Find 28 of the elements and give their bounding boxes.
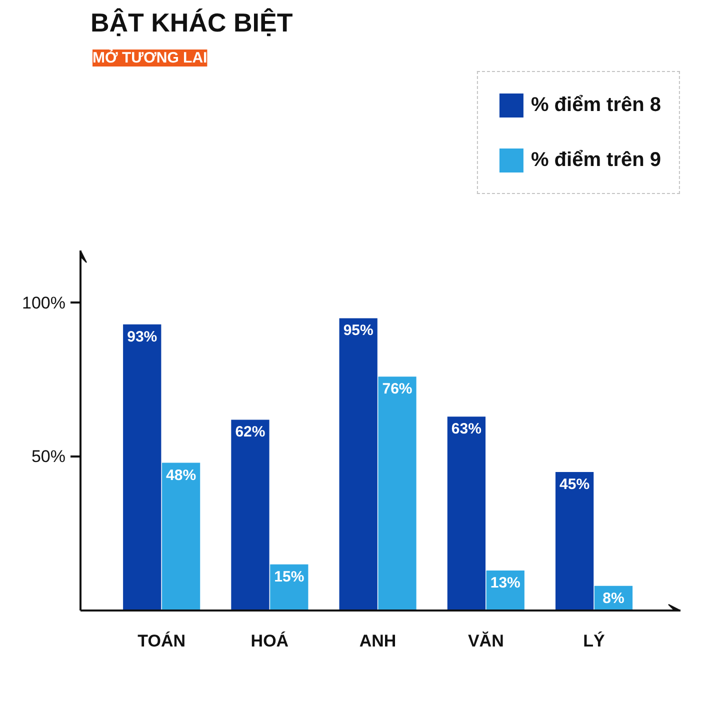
data-label: 76%: [382, 380, 412, 398]
bar: [231, 420, 270, 610]
data-label: 62%: [235, 424, 266, 441]
chart-subtitle: MỞ TƯƠNG LAI: [92, 48, 208, 66]
x-tick-label: LÝ: [583, 630, 606, 650]
data-label: 15%: [274, 568, 304, 586]
data-label: 13%: [490, 574, 520, 592]
y-tick-label: 100%: [22, 293, 66, 312]
data-label: 48%: [166, 466, 196, 484]
legend-label: % điểm trên 8: [530, 94, 661, 116]
x-tick-label: HOÁ: [250, 630, 289, 650]
x-tick-label: VĂN: [468, 630, 504, 650]
bar: [339, 318, 378, 610]
x-tick-label: TOÁN: [138, 630, 186, 650]
bar: [447, 416, 486, 610]
y-tick-label: 50%: [31, 447, 66, 466]
legend-label: % điểm trên 9: [530, 148, 661, 172]
x-tick-label: ANH: [359, 632, 396, 650]
data-label: 63%: [451, 420, 482, 438]
bar: [555, 472, 594, 610]
data-label: 93%: [127, 328, 158, 346]
data-label: 8%: [602, 590, 624, 607]
data-label: 45%: [560, 476, 590, 494]
bar: [378, 376, 416, 610]
chart-title: BẬT KHÁC BIỆT: [90, 8, 293, 38]
bar: [162, 462, 200, 610]
bar: [123, 324, 162, 610]
data-label: 95%: [343, 322, 374, 340]
